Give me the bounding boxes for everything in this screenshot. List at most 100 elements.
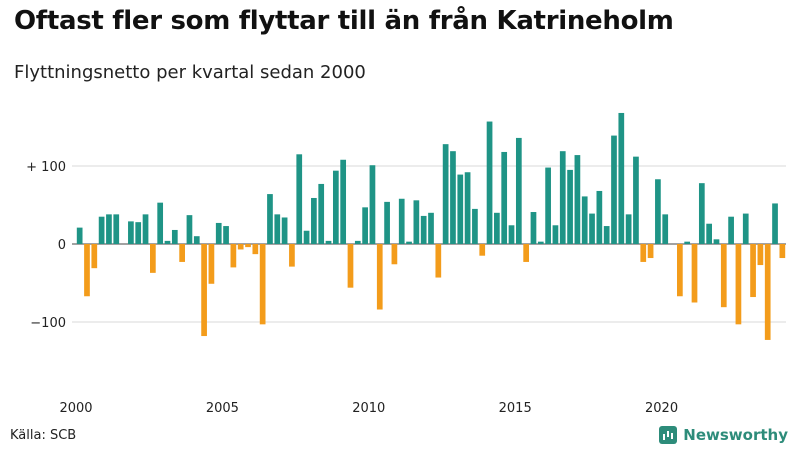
bar [259, 244, 266, 325]
bar [98, 216, 105, 244]
bar [179, 244, 185, 262]
bar [193, 236, 200, 244]
chart-title: Oftast fler som flyttar till än från Kat… [14, 6, 674, 36]
bar [698, 183, 705, 244]
bar [223, 226, 229, 244]
bar [362, 207, 368, 244]
bar [757, 244, 764, 266]
bar [318, 183, 325, 244]
chart-subtitle: Flyttningsnetto per kvartal sedan 2000 [14, 62, 366, 83]
bar [376, 244, 383, 310]
bar [237, 244, 244, 250]
bar [354, 240, 361, 244]
bar [494, 212, 500, 244]
bar [655, 179, 661, 244]
bar [428, 212, 434, 244]
bar [779, 244, 786, 259]
bar [157, 202, 164, 244]
x-tick-label: 2000 [59, 401, 92, 416]
bar [764, 244, 771, 340]
bar [413, 200, 420, 244]
bar [347, 244, 354, 288]
x-tick-label: 2020 [645, 401, 678, 416]
bar [537, 241, 544, 244]
x-tick-label: 2015 [499, 401, 532, 416]
bar [113, 214, 120, 244]
bar [618, 112, 625, 245]
y-tick-labels: −100 0 + 100 [26, 160, 66, 331]
bar [230, 244, 237, 268]
bar [267, 194, 273, 244]
bar [625, 214, 632, 244]
bar [384, 201, 390, 244]
bar [369, 165, 376, 244]
bar [325, 240, 332, 244]
bar [76, 227, 83, 244]
bar [171, 229, 178, 244]
bars [76, 112, 786, 340]
bar [574, 155, 581, 244]
bar [91, 244, 98, 269]
brand-name: Newsworthy [683, 426, 788, 444]
bar [442, 144, 449, 244]
bar [515, 137, 522, 244]
bar [208, 244, 215, 284]
brand-logo: Newsworthy [659, 426, 788, 444]
bar [464, 172, 471, 244]
bar [677, 244, 683, 297]
bar [742, 213, 749, 244]
bar [215, 222, 222, 244]
y-tick-label: 0 [58, 238, 66, 253]
bar [684, 241, 691, 244]
x-tick-label: 2005 [206, 401, 239, 416]
y-tick-label: −100 [30, 316, 66, 331]
bar [457, 174, 464, 244]
bar [303, 230, 310, 244]
bar [128, 221, 134, 244]
bar [735, 244, 742, 325]
bar [691, 244, 698, 303]
bar [640, 244, 647, 262]
bar [720, 244, 727, 308]
bar [398, 198, 405, 244]
bar [274, 214, 281, 244]
bar [552, 225, 559, 244]
bar [289, 244, 295, 267]
x-tick-label: 2010 [352, 401, 385, 416]
bar [340, 159, 347, 244]
bar [281, 217, 288, 244]
bar [750, 244, 756, 298]
bar [106, 214, 112, 244]
bar [406, 241, 412, 244]
bar [545, 167, 551, 244]
bar [435, 244, 442, 278]
x-tick-labels: 2000 2005 2010 2015 2020 [59, 401, 678, 416]
bar [150, 244, 156, 273]
bar [567, 169, 573, 244]
bar [603, 226, 610, 244]
bar [472, 208, 478, 244]
bar [706, 223, 712, 244]
bar [135, 222, 142, 244]
bar [479, 244, 486, 256]
bar-chart-icon [659, 426, 678, 444]
bar [420, 215, 427, 244]
bar [164, 240, 171, 244]
bar [186, 215, 193, 244]
bar [201, 244, 207, 337]
bar [596, 190, 603, 244]
bar [530, 212, 537, 244]
bar [486, 121, 493, 244]
bar [142, 214, 149, 244]
bar [450, 151, 456, 244]
bar [508, 225, 515, 244]
bar [523, 244, 530, 262]
bar [501, 151, 508, 244]
bar [611, 135, 617, 244]
bar [772, 203, 778, 244]
bar [296, 154, 303, 244]
bar [728, 216, 734, 244]
bar [589, 213, 595, 244]
bar [391, 244, 398, 265]
